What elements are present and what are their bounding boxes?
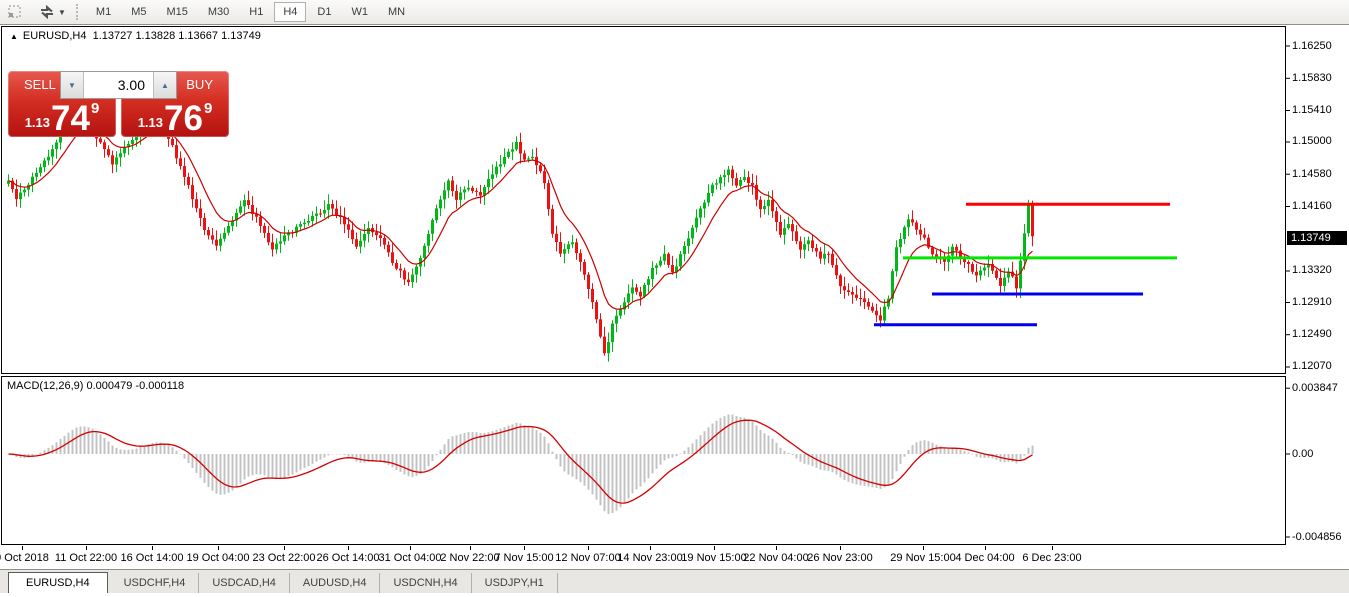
date-tick-mark <box>410 546 411 550</box>
volume-stepper: ▼ ▲ <box>60 71 177 99</box>
timeframe-bar: M1 M5 M15 M30 H1 H4 D1 W1 MN <box>86 2 415 22</box>
collapse-panel-icon[interactable]: ▲ <box>10 32 18 41</box>
date-tick-label: 6 Dec 23:00 <box>1022 552 1082 564</box>
timeframe-button-m15[interactable]: M15 <box>166 6 188 18</box>
chart-tab-audusd[interactable]: AUDUSD,H4 <box>290 573 381 593</box>
date-tick-label: 2 Nov 22:00 <box>440 552 500 564</box>
price-tick-label: 1.15000 <box>1292 135 1332 148</box>
timeframe-button-m30[interactable]: M30 <box>207 6 230 18</box>
chart-tab-usdjpy[interactable]: USDJPY,H1 <box>472 573 558 593</box>
dropdown-caret-icon[interactable]: ▼ <box>58 7 66 17</box>
price-tick-label: 1.14160 <box>1292 199 1332 212</box>
date-tick-mark <box>86 546 87 550</box>
macd-tick-label: 0.00 <box>1292 447 1314 460</box>
date-tick-label: 19 Oct 04:00 <box>186 552 250 564</box>
chart-title: ▲ EURUSD,H4 1.13727 1.13828 1.13667 1.137… <box>10 30 261 42</box>
macd-pane: MACD(12,26,9) 0.000479 -0.000118 0.00384… <box>0 376 1349 546</box>
sell-button-label[interactable]: SELL <box>24 77 56 92</box>
timeframe-button-m5[interactable]: M5 <box>131 6 147 18</box>
chart-symbol-period: EURUSD,H4 <box>22 30 87 42</box>
timeframe-button-m1[interactable]: M1 <box>95 6 112 18</box>
bid-price-big: 74 <box>51 99 90 139</box>
date-tick-label: 4 Dec 04:00 <box>955 552 1015 564</box>
price-tick-label: 1.15410 <box>1292 104 1332 116</box>
date-tick-mark <box>923 546 924 550</box>
ask-price-big: 76 <box>164 99 203 139</box>
date-tick-mark <box>470 546 471 550</box>
chart-template-icon[interactable] <box>6 4 24 20</box>
date-tick-label: 26 Nov 23:00 <box>807 552 873 564</box>
date-tick-label: 9 Oct 2018 <box>0 552 49 564</box>
macd-canvas[interactable] <box>0 376 1349 546</box>
price-tick-label: 1.12490 <box>1292 328 1332 341</box>
main-chart-pane: ▲ EURUSD,H4 1.13727 1.13828 1.13667 1.137… <box>0 25 1349 376</box>
chart-tab-usdcad[interactable]: USDCAD,H4 <box>199 573 290 593</box>
chart-tab-bar: EURUSD,H4 USDCHF,H4 USDCAD,H4 AUDUSD,H4 USDC… <box>0 569 1349 593</box>
volume-input[interactable] <box>84 72 153 98</box>
date-tick-label: 29 Nov 15:00 <box>890 552 956 564</box>
date-tick-mark <box>524 546 525 550</box>
price-tick-label: 1.12070 <box>1292 360 1332 373</box>
bid-price[interactable]: 1.13 74 9 <box>8 99 116 139</box>
chart-ohlc-values: 1.13727 1.13828 1.13667 1.13749 <box>92 30 261 42</box>
date-tick-label: 19 Nov 15:00 <box>681 552 747 564</box>
date-tick-label: 11 Oct 22:00 <box>54 552 118 564</box>
date-tick-mark <box>1052 546 1053 550</box>
timeframe-button-d1[interactable]: D1 <box>317 6 332 18</box>
date-tick-label: 23 Oct 22:00 <box>252 552 316 564</box>
date-tick-mark <box>284 546 285 550</box>
price-tick-label: 1.13320 <box>1292 264 1332 277</box>
one-click-trading-panel: SELL BUY ▼ ▲ 1.13 74 9 1.13 76 9 <box>8 71 229 137</box>
date-tick-mark <box>348 546 349 550</box>
ask-price-prefix: 1.13 <box>137 115 164 130</box>
date-tick-label: 31 Oct 04:00 <box>378 552 442 564</box>
volume-decrease-button[interactable]: ▼ <box>61 72 84 98</box>
bid-price-sup: 9 <box>90 100 100 117</box>
chart-tab-eurusd[interactable]: EURUSD,H4 <box>8 572 108 593</box>
price-chart-canvas[interactable] <box>0 25 1349 376</box>
date-axis[interactable]: 9 Oct 2018 11 Oct 22:00 16 Oct 14:00 19 Oct… <box>0 546 1349 569</box>
date-tick-label: 14 Nov 23:00 <box>617 552 683 564</box>
timeframe-button-h4[interactable]: H4 <box>274 2 307 22</box>
date-tick-label: 16 Oct 14:00 <box>120 552 184 564</box>
price-tick-label: 1.15830 <box>1292 71 1332 84</box>
date-tick-mark <box>714 546 715 550</box>
price-tick-label: 1.16250 <box>1292 39 1332 52</box>
buy-button-label[interactable]: BUY <box>186 77 213 92</box>
date-tick-mark <box>776 546 777 550</box>
chart-tab-usdchf[interactable]: USDCHF,H4 <box>111 573 200 593</box>
date-tick-mark <box>22 546 23 550</box>
ask-price[interactable]: 1.13 76 9 <box>121 99 229 139</box>
timeframe-button-w1[interactable]: W1 <box>351 6 368 18</box>
ask-price-sup: 9 <box>203 100 213 117</box>
current-price-tag: 1.13749 <box>1287 231 1347 246</box>
date-tick-label: 26 Oct 14:00 <box>316 552 380 564</box>
date-tick-mark <box>218 546 219 550</box>
timeframe-button-mn[interactable]: MN <box>387 6 406 18</box>
price-tick-label: 1.14580 <box>1292 167 1332 180</box>
swap-arrows-icon[interactable] <box>38 4 56 20</box>
date-tick-mark <box>840 546 841 550</box>
volume-increase-button[interactable]: ▲ <box>153 72 176 98</box>
toolbar: ▼ M1 M5 M15 M30 H1 H4 D1 W1 MN <box>0 0 1349 25</box>
date-tick-label: 12 Nov 07:00 <box>555 552 621 564</box>
date-tick-mark <box>152 546 153 550</box>
chart-tab-usdcnh[interactable]: USDCNH,H4 <box>380 573 472 593</box>
date-tick-mark <box>588 546 589 550</box>
date-tick-mark <box>650 546 651 550</box>
macd-tick-label: 0.003847 <box>1292 381 1338 394</box>
timeframe-button-h1[interactable]: H1 <box>249 6 264 18</box>
toolbar-grip <box>75 4 78 20</box>
price-tick-label: 1.12910 <box>1292 295 1332 308</box>
date-tick-mark <box>985 546 986 550</box>
date-tick-label: 7 Nov 15:00 <box>494 552 554 564</box>
bid-price-prefix: 1.13 <box>24 115 51 130</box>
date-tick-label: 22 Nov 04:00 <box>743 552 809 564</box>
macd-tick-label: -0.004856 <box>1292 530 1342 543</box>
macd-indicator-label: MACD(12,26,9) 0.000479 -0.000118 <box>7 380 185 392</box>
